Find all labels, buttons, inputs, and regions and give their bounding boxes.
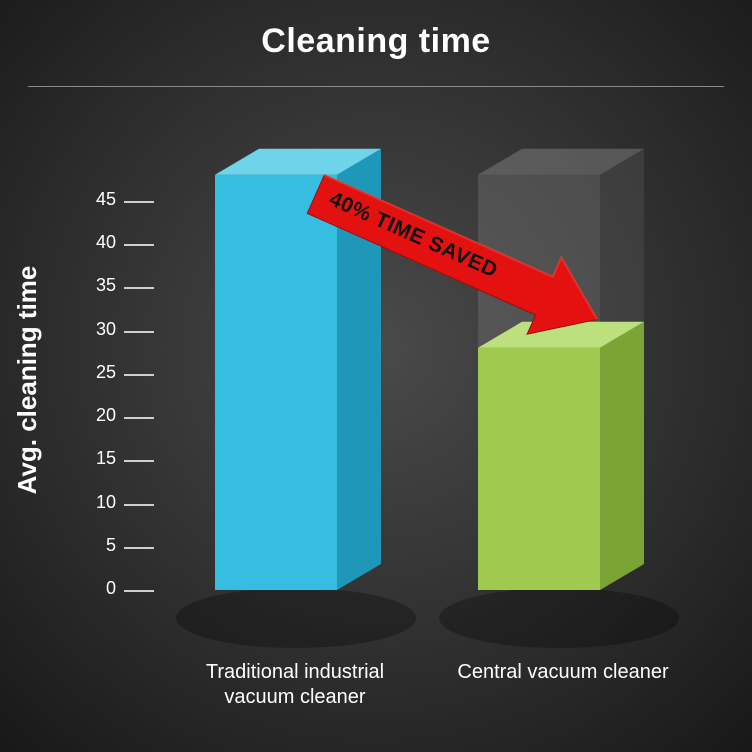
chart-stage: Cleaning time Avg. cleaning time 0510152…: [0, 0, 752, 752]
callout-arrow: [0, 0, 752, 752]
